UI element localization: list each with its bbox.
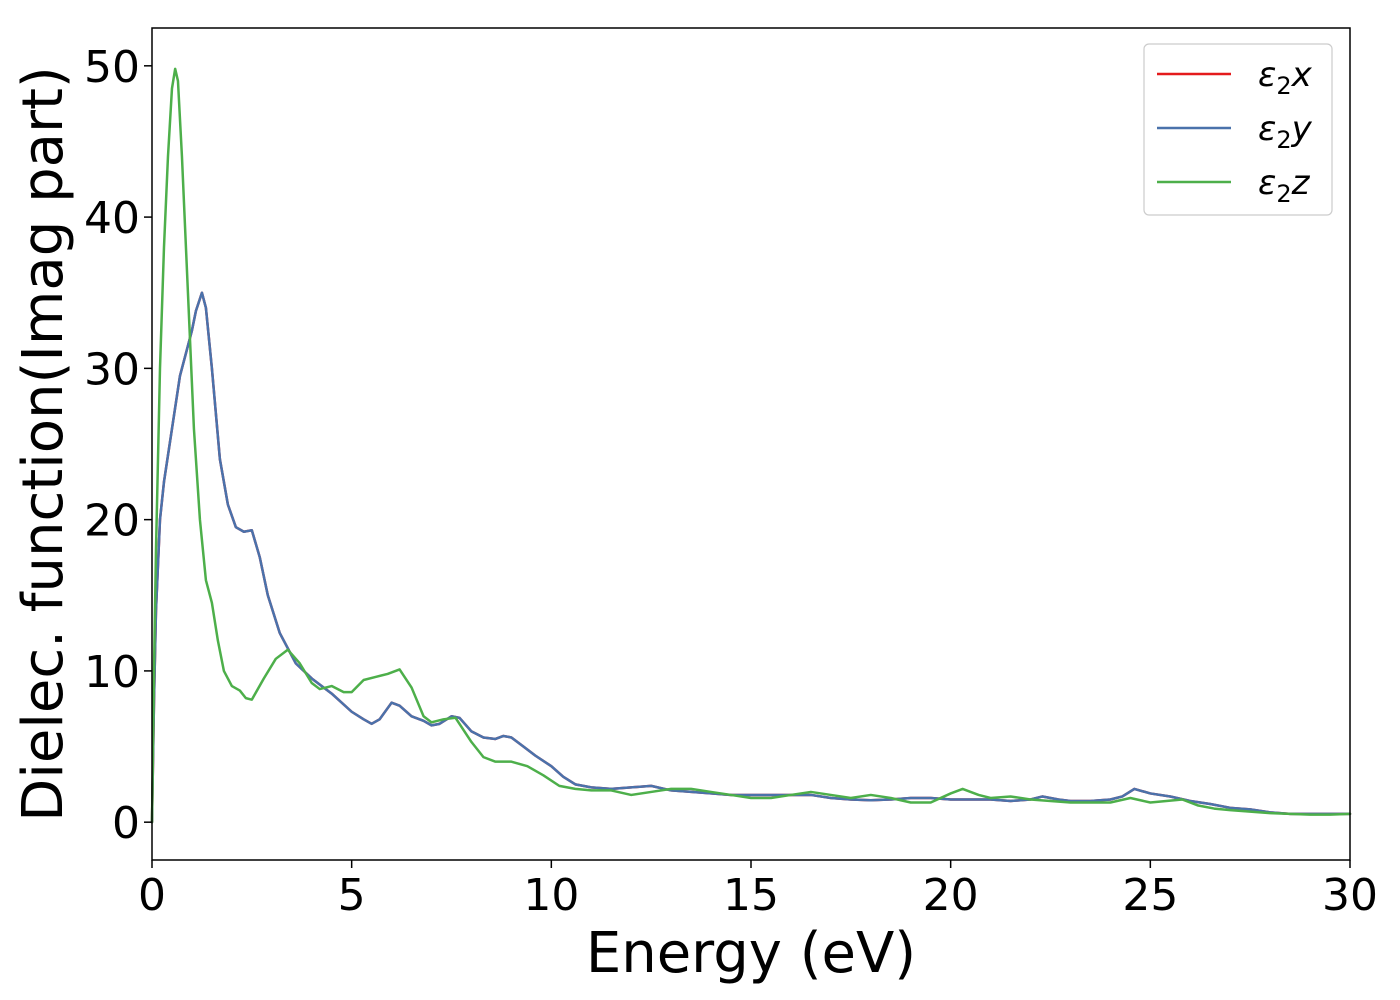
x-tick-label: 20	[923, 870, 979, 921]
series-line-y	[150, 291, 1352, 824]
legend-symbol: ε	[1258, 109, 1276, 149]
legend-subscript: 2	[1276, 72, 1291, 100]
y-tick-label: 0	[112, 798, 140, 849]
series-layer	[150, 67, 1352, 824]
y-tick-label: 50	[84, 42, 140, 93]
x-tick-label: 0	[138, 870, 166, 921]
y-axis-label: Dielec. function(Imag part)	[11, 66, 76, 822]
x-axis: 0 5 10 15 20 25 30	[138, 860, 1378, 921]
legend-component: z	[1291, 163, 1311, 203]
series-line-z	[150, 67, 1352, 824]
legend-label-z: ε2z	[1258, 163, 1311, 208]
x-tick-label: 10	[523, 870, 579, 921]
legend-subscript: 2	[1276, 180, 1291, 208]
legend-label-x: ε2x	[1258, 55, 1313, 100]
y-tick-label: 30	[84, 344, 140, 395]
legend-label-y: ε2y	[1258, 109, 1313, 154]
y-tick-label: 20	[84, 496, 140, 547]
x-tick-label: 5	[338, 870, 366, 921]
x-tick-label: 30	[1322, 870, 1378, 921]
x-tick-label: 15	[723, 870, 779, 921]
legend-subscript: 2	[1276, 126, 1291, 154]
y-tick-label: 10	[84, 647, 140, 698]
legend-component: y	[1291, 109, 1313, 149]
x-tick-label: 25	[1122, 870, 1178, 921]
x-axis-label: Energy (eV)	[586, 921, 916, 986]
legend-symbol: ε	[1258, 163, 1276, 203]
legend-symbol: ε	[1258, 55, 1276, 95]
y-tick-label: 40	[84, 193, 140, 244]
y-axis: 0 10 20 30 40 50	[84, 42, 152, 849]
legend-box	[1143, 43, 1333, 216]
legend-component: x	[1291, 55, 1313, 95]
